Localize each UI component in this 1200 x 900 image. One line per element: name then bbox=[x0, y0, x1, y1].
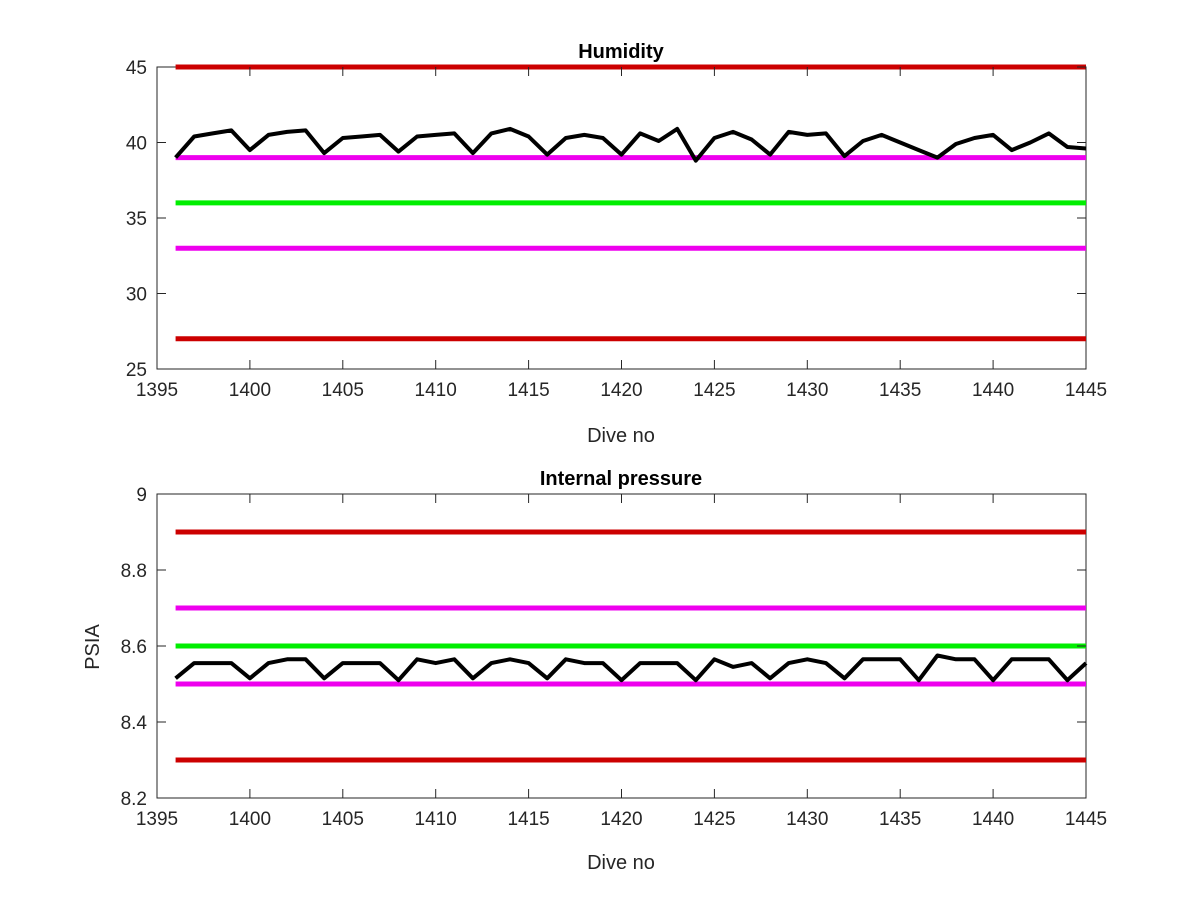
pressure-ytick-label: 8.6 bbox=[121, 637, 147, 658]
pressure-ylabel: PSIA bbox=[82, 624, 104, 670]
humidity-series-line bbox=[174, 126, 1087, 163]
pressure-title: Internal pressure bbox=[540, 468, 702, 490]
pressure-xtick-label: 1445 bbox=[1065, 809, 1107, 830]
pressure-xlabel: Dive no bbox=[587, 852, 655, 874]
humidity-xtick-label: 1405 bbox=[322, 380, 364, 401]
pressure-xtick-label: 1395 bbox=[136, 809, 178, 830]
humidity-xtick-label: 1435 bbox=[879, 380, 921, 401]
humidity-xtick-label: 1445 bbox=[1065, 380, 1107, 401]
pressure-ytick-label: 8.4 bbox=[121, 713, 148, 734]
humidity-ytick-label: 40 bbox=[126, 134, 147, 155]
humidity-subplot: Humidity Dive no 1395 1400 1405 1410 1415 142… bbox=[126, 41, 1107, 447]
pressure-xtick-label: 1430 bbox=[786, 809, 828, 830]
pressure-plot-area: 1395 1400 1405 1410 1415 1420 1425 1430 1435 1440… bbox=[121, 485, 1108, 830]
humidity-xtick-label: 1410 bbox=[415, 380, 457, 401]
humidity-ytick-label: 30 bbox=[126, 285, 147, 306]
pressure-xtick-label: 1415 bbox=[507, 809, 549, 830]
pressure-xtick-label: 1435 bbox=[879, 809, 921, 830]
pressure-xtick-label: 1425 bbox=[693, 809, 735, 830]
pressure-xtick-label: 1420 bbox=[600, 809, 642, 830]
pressure-ytick-label: 8.2 bbox=[121, 789, 147, 810]
humidity-ytick-label: 35 bbox=[126, 209, 147, 230]
humidity-xtick-label: 1420 bbox=[600, 380, 642, 401]
humidity-ytick-label: 45 bbox=[126, 58, 147, 79]
pressure-xtick-label: 1400 bbox=[229, 809, 271, 830]
humidity-xtick-label: 1440 bbox=[972, 380, 1014, 401]
pressure-xtick-label: 1410 bbox=[415, 809, 457, 830]
pressure-ytick-label: 9 bbox=[136, 485, 147, 506]
humidity-xtick-label: 1415 bbox=[507, 380, 549, 401]
pressure-xtick-label: 1405 bbox=[322, 809, 364, 830]
pressure-subplot: Internal pressure Dive no PSIA 1395 1400 1… bbox=[82, 468, 1107, 874]
humidity-ytick-label: 25 bbox=[126, 360, 147, 381]
humidity-xtick-label: 1395 bbox=[136, 380, 178, 401]
humidity-xlabel: Dive no bbox=[587, 425, 655, 447]
pressure-xtick-label: 1440 bbox=[972, 809, 1014, 830]
humidity-xtick-label: 1425 bbox=[693, 380, 735, 401]
pressure-series-line bbox=[174, 653, 1088, 683]
humidity-title: Humidity bbox=[578, 41, 664, 63]
humidity-plot-area: 1395 1400 1405 1410 1415 1420 1425 1430 1435 1440… bbox=[126, 58, 1107, 401]
pressure-ytick-label: 8.8 bbox=[121, 561, 147, 582]
humidity-xtick-label: 1430 bbox=[786, 380, 828, 401]
humidity-xtick-label: 1400 bbox=[229, 380, 271, 401]
